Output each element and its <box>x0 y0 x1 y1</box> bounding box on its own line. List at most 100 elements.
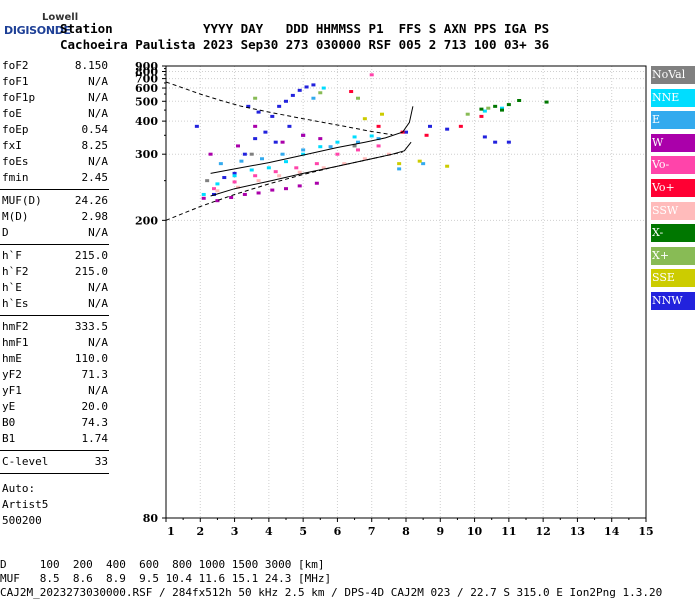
muf-dashed-upper <box>165 81 393 136</box>
y-tick-label: 200 <box>135 214 158 227</box>
data-point <box>482 135 487 139</box>
data-point <box>246 104 251 108</box>
param-name: hmF1 <box>2 336 29 349</box>
data-point <box>397 162 402 166</box>
data-point <box>318 137 323 141</box>
data-point <box>362 157 367 161</box>
series-vo <box>212 73 381 191</box>
param-value: 74.3 <box>81 416 109 429</box>
data-point <box>205 179 210 183</box>
param-value: N/A <box>88 75 108 88</box>
param-value: N/A <box>88 281 108 294</box>
data-point <box>376 137 381 141</box>
data-point <box>280 152 285 156</box>
data-point <box>297 88 302 92</box>
param-name: yF2 <box>2 368 22 381</box>
param-row-foep: foEp 0.54 <box>2 122 108 138</box>
chart-lines <box>165 81 414 221</box>
x-tick-label: 15 <box>638 525 653 538</box>
data-point <box>445 127 450 131</box>
data-point <box>215 189 220 193</box>
legend-item-vo: Vo+ <box>651 179 695 197</box>
data-point <box>428 124 432 128</box>
param-name: foEs <box>2 155 29 168</box>
param-row-hf: h`F 215.0 <box>2 248 108 264</box>
param-value: N/A <box>88 297 108 310</box>
logo-digisonde-text: DIGISONDE <box>4 24 71 37</box>
footer-file-info: CAJ2M_2023273030000.RSF / 284fx512h 50 k… <box>0 586 663 599</box>
param-value: 1.74 <box>81 432 109 445</box>
data-point <box>242 192 247 196</box>
data-point <box>404 130 408 134</box>
param-name: foF1p <box>2 91 36 104</box>
data-point <box>284 160 288 164</box>
data-point <box>328 145 333 149</box>
data-point <box>249 168 254 172</box>
param-row-hes: h`Es N/A <box>2 296 108 312</box>
param-name: fxI <box>2 139 22 152</box>
data-point <box>290 93 295 97</box>
x-tick-label: 4 <box>265 525 273 538</box>
param-row-foes: foEs N/A <box>2 154 108 170</box>
x-tick-label: 5 <box>299 525 307 538</box>
data-point <box>352 144 357 148</box>
param-row-fof1p: foF1p N/A <box>2 90 108 106</box>
data-point <box>249 152 254 156</box>
data-point <box>493 104 498 108</box>
data-point <box>500 108 504 112</box>
data-point <box>458 124 463 128</box>
data-point <box>369 73 374 77</box>
param-name: hmF2 <box>2 320 29 333</box>
param-value: 2.45 <box>81 171 109 184</box>
param-name: foF1 <box>2 75 29 88</box>
station-header: Station YYYY DAY DDD HHMMSS P1 FFS S AXN… <box>60 21 549 53</box>
data-point <box>321 166 326 170</box>
data-point <box>311 83 316 87</box>
x-tick-label: 7 <box>368 525 376 538</box>
data-point <box>301 152 306 156</box>
legend-item-nne: NNE <box>651 88 695 107</box>
trace-lower <box>210 141 412 197</box>
y-tick-label: 500 <box>135 95 158 108</box>
data-point <box>294 166 299 170</box>
muf-dashed-lower <box>165 151 403 221</box>
data-point <box>253 137 258 141</box>
data-point <box>284 99 288 103</box>
x-tick-label: 8 <box>402 525 410 538</box>
legend-item-nnw: NNW <box>651 292 695 310</box>
footer-distance-row: D 100 200 400 600 800 1000 1500 3000 [km… <box>0 558 325 571</box>
data-point <box>232 171 237 175</box>
param-value: 33 <box>94 455 108 468</box>
legend-item-e: E <box>651 111 695 130</box>
chart-grid <box>166 66 646 518</box>
param-name: foF2 <box>2 59 29 72</box>
y-tick-label: 700 <box>135 73 158 86</box>
legend-item-x: X+ <box>651 246 695 265</box>
data-point <box>318 91 323 95</box>
param-separator <box>0 473 109 474</box>
series-nnw <box>194 83 511 196</box>
data-point <box>376 144 381 148</box>
data-point <box>273 170 278 174</box>
param-row-foe: foE N/A <box>2 106 108 122</box>
param-value: N/A <box>88 336 108 349</box>
param-name: C-level <box>2 455 49 468</box>
data-point <box>352 135 357 139</box>
x-tick-label: 9 <box>436 525 444 538</box>
data-point <box>270 188 275 192</box>
param-value: 71.3 <box>81 368 109 381</box>
data-point <box>256 191 261 195</box>
data-point <box>297 170 302 174</box>
data-point <box>270 114 275 118</box>
data-point <box>242 152 247 156</box>
param-name: hmE <box>2 352 22 365</box>
auto-info-line: Artist5 <box>2 498 49 511</box>
param-value: 215.0 <box>74 249 108 262</box>
legend-item-w: W <box>651 133 695 152</box>
data-point <box>397 167 402 171</box>
data-point <box>208 152 213 156</box>
param-row-ye: yE 20.0 <box>2 399 108 415</box>
data-point <box>280 140 285 144</box>
param-row-d: D N/A <box>2 225 108 241</box>
param-value: N/A <box>88 91 108 104</box>
